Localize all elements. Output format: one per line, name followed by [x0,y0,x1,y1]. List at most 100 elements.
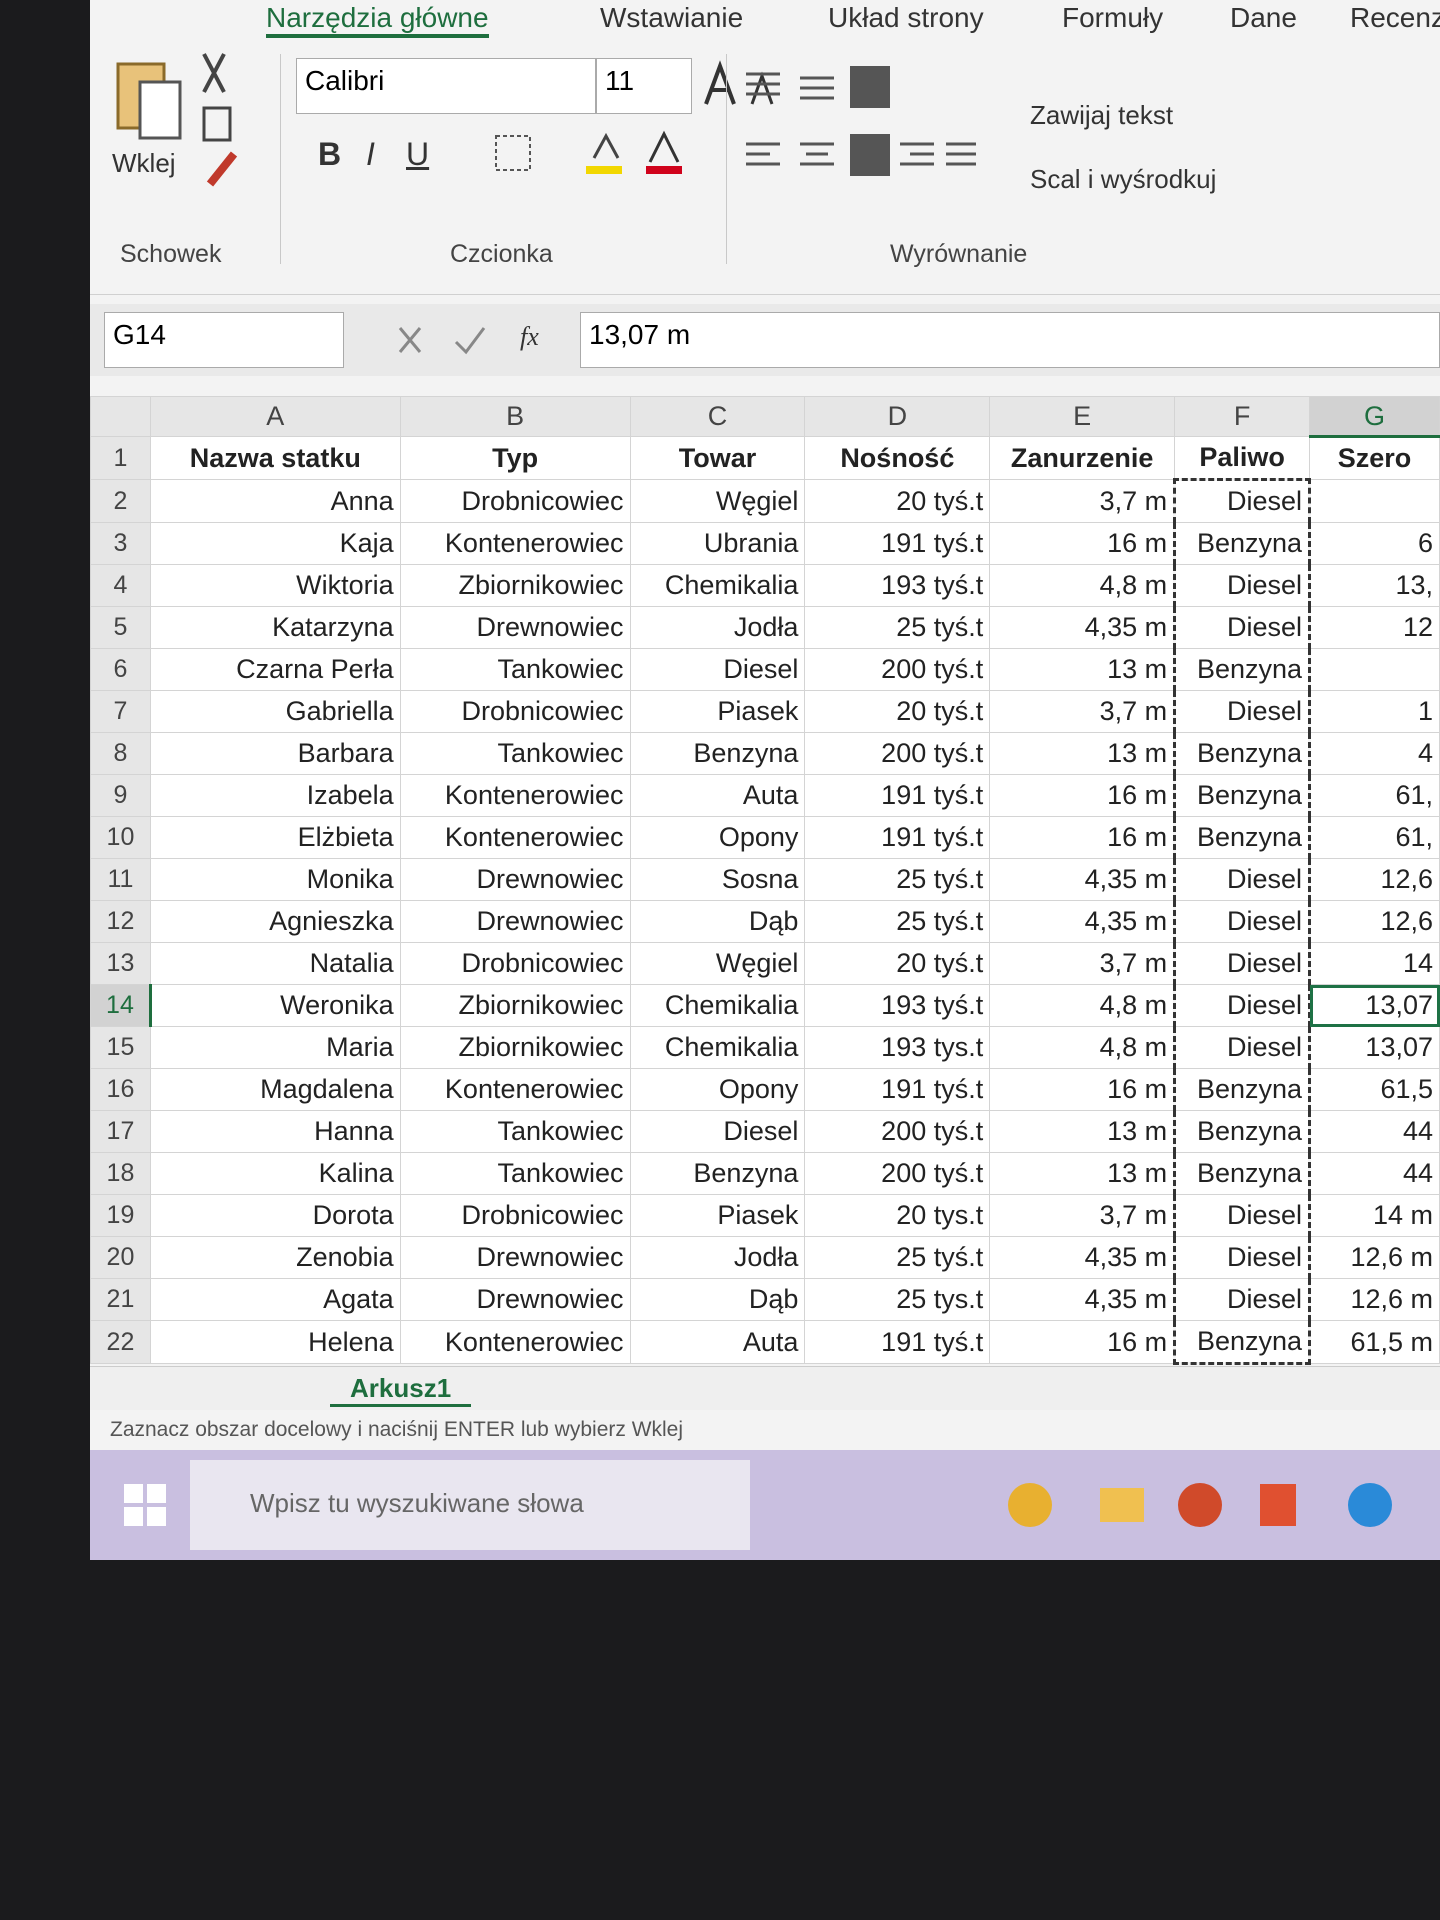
cell[interactable]: Sosna [629,858,806,901]
cell[interactable]: 4,8 m [989,984,1176,1027]
cell[interactable]: Zbiornikowiec [399,564,631,607]
cell[interactable]: Drobnicowiec [399,1194,631,1237]
cell[interactable]: Magdalena [149,1068,401,1111]
cell[interactable]: Drewnowiec [399,1278,631,1321]
cell[interactable]: Natalia [149,942,401,985]
paste-button[interactable]: Wklej [112,148,176,178]
formula-input[interactable]: 13,07 m [580,312,1440,368]
wrap-text-button[interactable]: Zawijaj tekst [1030,100,1174,130]
select-all[interactable] [90,396,151,437]
row-number[interactable]: 14 [90,984,152,1027]
row-number[interactable]: 18 [90,1152,151,1195]
cell[interactable]: Tankowiec [399,648,631,691]
cell[interactable]: Chemikalia [629,564,806,607]
row-number[interactable]: 12 [90,900,151,943]
cell[interactable]: 16 m [989,1320,1176,1364]
cell[interactable]: 13 m [989,1110,1176,1153]
row-number[interactable]: 9 [90,774,151,817]
cell[interactable]: Dąb [629,900,806,943]
tab[interactable]: Narzędzia główne [266,2,489,38]
cell[interactable]: 13 m [989,1152,1176,1195]
cell[interactable]: 20 tys.t [804,1194,991,1237]
cell[interactable]: Diesel [1173,606,1312,649]
cell[interactable]: Benzyna [1173,774,1312,817]
row-number[interactable]: 21 [90,1278,151,1321]
cell[interactable]: Monika [149,858,401,901]
cell[interactable]: Opony [629,816,806,859]
cell[interactable]: Diesel [1173,478,1312,523]
row-number[interactable]: 3 [90,522,151,565]
cell[interactable]: 16 m [989,1068,1176,1111]
cell[interactable]: Izabela [149,774,401,817]
cell[interactable]: 4,35 m [989,606,1176,649]
cell[interactable]: 13 m [989,732,1176,775]
cell[interactable]: 3,7 m [989,690,1176,733]
tab[interactable]: Układ strony [828,2,984,33]
cell[interactable]: 13,07 [1309,984,1440,1027]
cell[interactable]: 200 tyś.t [804,732,991,775]
cell[interactable]: 191 tyś.t [804,1320,991,1364]
column-header[interactable]: G [1309,396,1440,438]
cell[interactable]: Tankowiec [399,1152,631,1195]
cell[interactable]: Elżbieta [149,816,401,859]
cell[interactable]: Drobnicowiec [399,690,631,733]
cell[interactable]: Zbiornikowiec [399,984,631,1027]
cell[interactable]: Diesel [629,648,806,691]
cell[interactable]: 12,6 [1309,858,1440,901]
cell[interactable]: Chemikalia [629,1026,806,1069]
cell[interactable]: 61, [1309,774,1440,817]
cell[interactable]: 12,6 m [1309,1278,1440,1321]
start-button[interactable] [120,1480,170,1530]
row-number[interactable]: 7 [90,690,151,733]
sheet-tab[interactable]: Arkusz1 [330,1373,472,1407]
cell[interactable]: 14 m [1309,1194,1440,1237]
cell[interactable]: Diesel [1173,900,1312,943]
cell[interactable]: Jodła [629,1236,806,1279]
cell[interactable]: 44 [1309,1110,1440,1153]
cell[interactable]: Zenobia [149,1236,401,1279]
row-number[interactable]: 13 [90,942,151,985]
cell[interactable]: Agata [149,1278,401,1321]
cell[interactable]: 4,8 m [989,564,1176,607]
cell[interactable]: 20 tyś.t [804,690,991,733]
cell[interactable]: 61,5 [1309,1068,1440,1111]
cell[interactable]: 12,6 [1309,900,1440,943]
merge-center-button[interactable]: Scal i wyśrodkuj [1030,164,1217,194]
cell[interactable]: 191 tyś.t [804,774,991,817]
cell[interactable]: 13 m [989,648,1176,691]
tab[interactable]: Dane [1230,2,1297,33]
cell[interactable]: 20 tyś.t [804,479,991,523]
row-number[interactable]: 5 [90,606,151,649]
cell[interactable]: Drewnowiec [399,858,631,901]
cell[interactable]: 3,7 m [989,479,1176,523]
cell[interactable]: 191 tyś.t [804,1068,991,1111]
cell[interactable] [1309,479,1440,523]
cell[interactable]: Tankowiec [399,732,631,775]
cell[interactable]: Węgiel [629,479,806,523]
cell[interactable]: Kontenerowiec [399,816,631,859]
row-number[interactable]: 8 [90,732,151,775]
row-number[interactable]: 6 [90,648,151,691]
cell[interactable]: Benzyna [1173,1152,1312,1195]
cell[interactable]: 16 m [989,774,1176,817]
cell[interactable]: Benzyna [1173,1320,1312,1365]
cell[interactable]: 61, [1309,816,1440,859]
cell[interactable]: Benzyna [629,1152,806,1195]
cell[interactable]: Diesel [1173,1236,1312,1279]
cell[interactable]: 200 tyś.t [804,648,991,691]
cell[interactable]: Drewnowiec [399,1236,631,1279]
name-box[interactable]: G14 [104,312,344,368]
cell[interactable]: Diesel [1173,690,1312,733]
column-header[interactable]: C [629,396,806,437]
cell[interactable]: Piasek [629,1194,806,1237]
cell[interactable]: 3,7 m [989,942,1176,985]
cell[interactable]: Gabriella [149,690,401,733]
cell[interactable]: Jodła [629,606,806,649]
cell[interactable]: Maria [149,1026,401,1069]
font-name-box[interactable]: Calibri [296,58,596,114]
header-cell[interactable]: Nazwa statku [149,436,401,480]
row-number[interactable]: 20 [90,1236,151,1279]
row-number[interactable]: 15 [90,1026,151,1069]
cell[interactable]: Czarna Perła [149,648,401,691]
cell[interactable]: Diesel [629,1110,806,1153]
